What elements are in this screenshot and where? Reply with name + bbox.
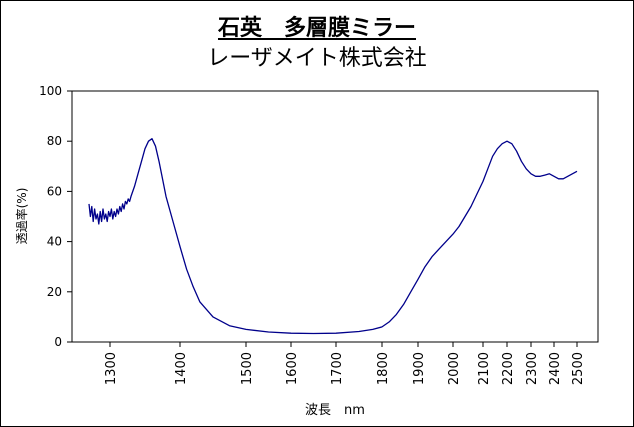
y-tick-label: 60 <box>47 184 62 198</box>
y-tick-label: 0 <box>54 335 62 349</box>
x-tick-label: 2000 <box>447 352 462 385</box>
x-tick-label: 1800 <box>376 352 391 385</box>
x-tick-label: 2500 <box>571 352 586 385</box>
x-tick-label: 1900 <box>412 352 427 385</box>
x-axis: 1300 1400 1500 1600 1700 1800 1900 2000 2100 2200… <box>104 342 586 385</box>
y-tick-label: 80 <box>47 134 62 148</box>
x-tick-label: 2300 <box>525 352 540 385</box>
x-tick-label: 1500 <box>240 352 255 385</box>
y-tick-label: 100 <box>39 84 62 98</box>
y-axis-label: 透過率(%) <box>14 188 29 245</box>
x-axis-label: 波長 nm <box>305 403 365 418</box>
x-tick-label: 1700 <box>330 352 345 385</box>
x-tick-label: 2100 <box>477 352 492 385</box>
x-tick-label: 1400 <box>174 352 189 385</box>
y-tick-label: 20 <box>47 285 62 299</box>
x-tick-label: 2400 <box>548 352 563 385</box>
series-group <box>88 138 578 335</box>
chart-subtitle: レーザメイト株式会社 <box>207 46 427 71</box>
x-tick-label: 2200 <box>501 352 516 385</box>
x-tick-label: 1600 <box>285 352 300 385</box>
series-line-1 <box>88 138 578 335</box>
chart-title: 石英 多層膜ミラー <box>217 16 416 41</box>
plot-area <box>71 90 599 343</box>
x-tick-label: 1300 <box>104 352 119 385</box>
y-tick-label: 40 <box>47 235 62 249</box>
y-axis: 0 20 40 60 80 100 <box>39 84 72 349</box>
